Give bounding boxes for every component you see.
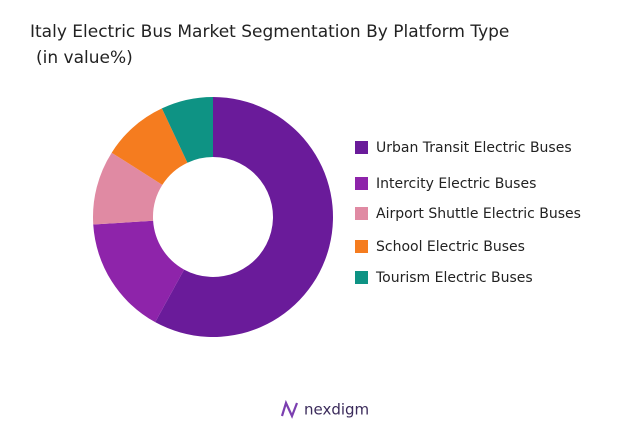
- legend-label: Intercity Electric Buses: [376, 176, 536, 192]
- legend-swatch: [355, 141, 368, 154]
- donut-slice: [161, 97, 213, 163]
- legend-swatch: [355, 207, 368, 220]
- legend-label: Urban Transit Electric Buses: [376, 140, 572, 156]
- brand-logo: nexdigm: [280, 399, 369, 419]
- legend-label: Tourism Electric Buses: [375, 270, 533, 286]
- legend-label: School Electric Buses: [376, 239, 525, 255]
- donut-slice: [155, 97, 333, 337]
- legend-label: Airport Shuttle Electric Buses: [376, 206, 581, 222]
- brand-name: nexdigm: [304, 401, 369, 419]
- legend-swatch: [355, 271, 368, 284]
- donut-slice: [93, 152, 163, 225]
- donut-slice: [93, 220, 185, 323]
- legend-swatch: [355, 240, 368, 253]
- donut-slice: [111, 108, 188, 185]
- legend-swatch: [355, 177, 368, 190]
- chart-subtitle: (in value%): [36, 48, 133, 68]
- chart-title: Italy Electric Bus Market Segmentation B…: [30, 22, 509, 42]
- brand-icon: [280, 399, 299, 419]
